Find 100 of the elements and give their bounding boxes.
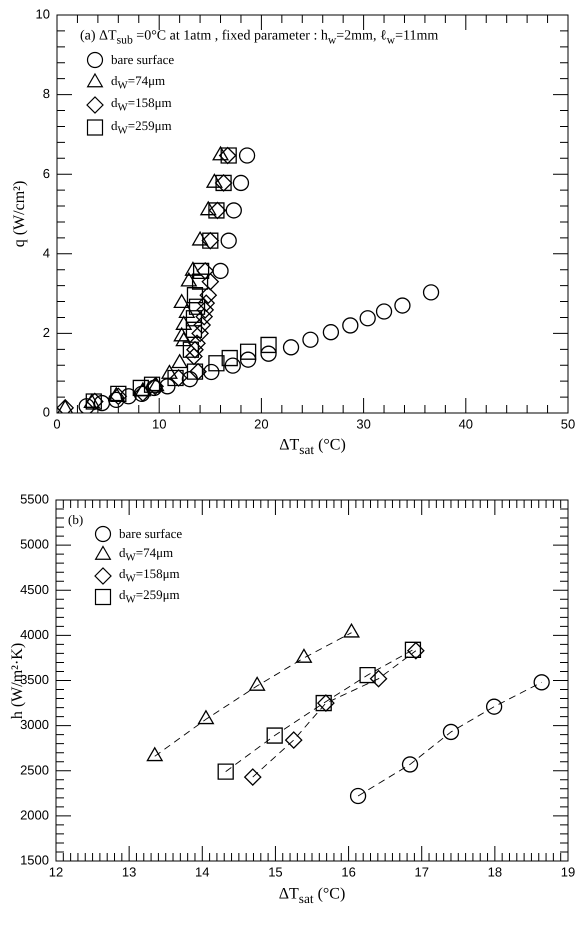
y-tick-label: 5000: [20, 536, 49, 552]
x-tick-label: 14: [195, 864, 210, 880]
x-tick-label: 15: [268, 864, 283, 880]
x-tick-label: 40: [458, 416, 474, 432]
point: [226, 202, 242, 219]
point: [342, 317, 358, 334]
point: [224, 357, 241, 374]
y-tick-label: 4500: [20, 582, 49, 597]
point: [422, 284, 440, 301]
point: [196, 308, 213, 326]
x-tick-label: 50: [560, 416, 576, 432]
x-tick-label: 16: [341, 864, 356, 880]
text: (a) ΔT$_{sub}$ =0°C at 1atm , fixed parameter : h$_{w}$=2mm, ℓ$_{w}$=11mm: [80, 28, 438, 48]
x-tick-label: 19: [560, 864, 576, 880]
x-tick-label: 30: [356, 416, 371, 432]
legend-label: d$_{W}$=74μm: [111, 72, 166, 92]
x-axis-title: ΔT$_{sat}$ (°C): [279, 436, 346, 458]
point: [78, 398, 95, 413]
point: [192, 262, 210, 280]
point: [200, 286, 217, 304]
point: [202, 273, 219, 290]
x-tick-label: 10: [152, 416, 166, 432]
point: [185, 348, 203, 366]
y-tick-label: 4: [42, 245, 50, 260]
point: [442, 724, 460, 740]
x-axis-title: ΔT$_{sat}$ (°C): [278, 886, 346, 906]
point: [266, 727, 283, 744]
point: [186, 341, 204, 358]
point: [198, 294, 215, 312]
x-tick-label: 0: [53, 416, 61, 432]
point: [182, 342, 200, 358]
point: [186, 310, 202, 326]
y-tick-label: 2000: [20, 807, 49, 822]
point: [322, 324, 340, 340]
x-tick-label: 12: [48, 864, 64, 880]
legend-label: d$_{W}$=259μm: [119, 586, 180, 606]
point: [302, 332, 319, 348]
point: [220, 232, 237, 249]
y-tick-label: 8: [42, 86, 50, 102]
point: [186, 363, 204, 380]
point: [191, 324, 209, 342]
point: [282, 339, 300, 356]
point: [360, 310, 376, 326]
y-tick-label: 5500: [20, 492, 49, 507]
point: [193, 316, 211, 334]
point: [376, 303, 392, 320]
y-tick-label: 10: [36, 6, 50, 22]
point: [285, 731, 302, 749]
point: [394, 297, 411, 314]
point: [534, 674, 550, 690]
point: [208, 355, 225, 372]
point: [407, 642, 425, 660]
point: [359, 666, 376, 684]
point: [232, 174, 250, 192]
x-tick-label: 13: [122, 864, 136, 880]
y-tick-label: 0: [42, 404, 50, 420]
point: [316, 694, 332, 712]
legend-label: bare surface: [111, 52, 174, 68]
point: [370, 670, 388, 688]
x-tick-label: 18: [488, 864, 502, 880]
point: [159, 378, 176, 394]
point: [189, 362, 207, 380]
point: [486, 698, 502, 715]
x-tick-label: 20: [254, 416, 269, 432]
point: [186, 287, 204, 304]
point: [260, 346, 277, 362]
point: [240, 352, 256, 368]
legend-label: d$_{W}$=74μm: [119, 544, 174, 564]
point: [317, 694, 335, 712]
y-tick-label: 1500: [20, 852, 49, 868]
point: [404, 642, 422, 658]
y-tick-label: 4000: [20, 626, 49, 642]
point: [350, 788, 366, 804]
point: [182, 371, 198, 388]
point: [244, 768, 262, 786]
legend-label: bare surface: [119, 526, 182, 542]
point: [188, 298, 206, 315]
legend-label: d$_{W}$=259μm: [111, 117, 172, 137]
point: [186, 322, 202, 338]
point: [144, 376, 160, 393]
point: [218, 764, 234, 780]
point: [212, 262, 229, 280]
point: [203, 364, 220, 380]
point: [260, 336, 277, 354]
text: (b): [68, 512, 84, 528]
y-axis-title: q (W/cm²): [11, 180, 29, 248]
point: [402, 756, 418, 773]
point: [222, 350, 238, 366]
y-tick-label: 3000: [20, 717, 49, 732]
point: [240, 344, 256, 360]
y-tick-label: 2: [42, 324, 50, 340]
x-tick-label: 17: [414, 864, 429, 880]
point: [94, 394, 110, 412]
legend-label: d$_{W}$=158μm: [119, 566, 180, 586]
y-tick-label: 2500: [20, 762, 49, 778]
point: [196, 262, 214, 280]
point: [192, 274, 208, 290]
point: [167, 370, 184, 386]
point: [170, 369, 188, 387]
point: [188, 334, 206, 352]
